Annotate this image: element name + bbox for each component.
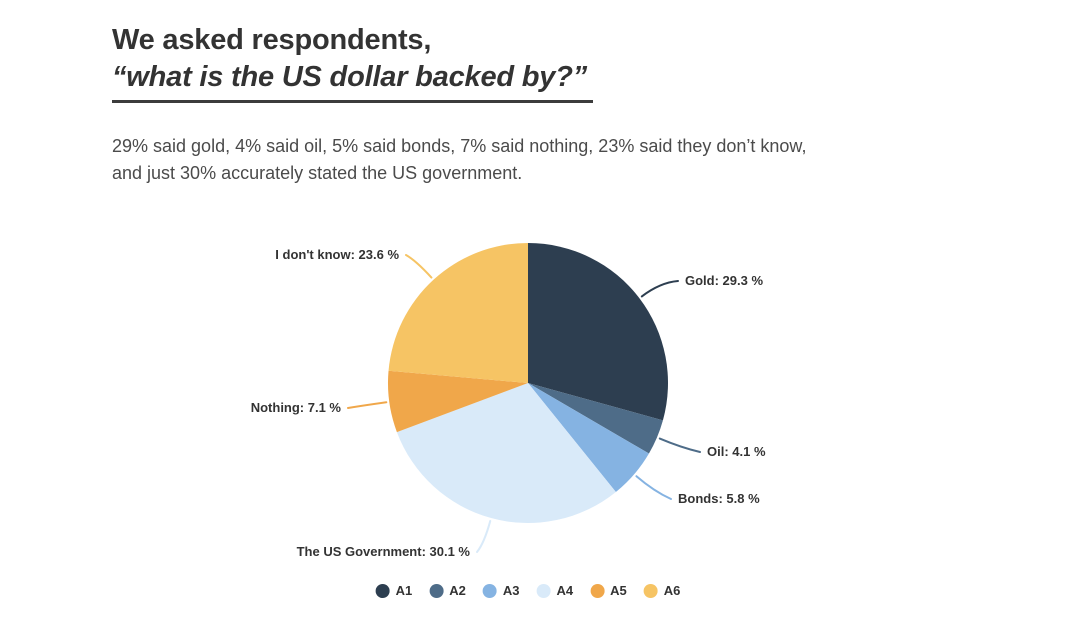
leader-line-a5	[347, 401, 388, 409]
leader-line-a2	[658, 437, 701, 453]
legend-item-a4: A4	[536, 583, 574, 598]
pie-label-i-dont-know: I don't know: 23.6 %	[275, 247, 399, 262]
chart-legend: A1 A2 A3 A4 A5 A6	[375, 583, 681, 598]
pie-label-nothing: Nothing: 7.1 %	[250, 400, 341, 415]
leader-line-a3	[635, 475, 672, 500]
legend-swatch-a6-icon	[643, 583, 658, 598]
leader-line-a6	[405, 254, 433, 279]
legend-swatch-a1-icon	[375, 583, 390, 598]
legend-item-a6: A6	[643, 583, 681, 598]
pie-label-us-government: The US Government: 30.1 %	[296, 544, 470, 559]
legend-label-a6: A6	[663, 583, 681, 598]
legend-swatch-a2-icon	[429, 583, 444, 598]
legend-item-a2: A2	[429, 583, 466, 598]
legend-swatch-a5-icon	[590, 583, 605, 598]
legend-label-a2: A2	[449, 583, 466, 598]
legend-label-a3: A3	[502, 583, 520, 598]
pie-slice-a2	[528, 383, 663, 454]
legend-label-a1: A1	[395, 583, 413, 598]
legend-label-a5: A5	[610, 583, 627, 598]
page-title-question: “what is the US dollar backed by?”	[112, 59, 594, 103]
pie-slice-a6	[388, 243, 528, 383]
pie-slice-a4	[396, 383, 616, 523]
leader-line-a4	[476, 519, 492, 553]
pie-slice-a5	[387, 370, 528, 433]
pie-label-bonds: Bonds: 5.8 %	[678, 491, 760, 506]
leader-line-a1	[640, 280, 679, 298]
pie-label-gold: Gold: 29.3 %	[685, 273, 764, 288]
legend-label-a4: A4	[556, 583, 574, 598]
page-title: We asked respondents, “what is the US do…	[112, 22, 594, 103]
pie-slice-a3	[528, 383, 649, 492]
legend-item-a1: A1	[375, 583, 413, 598]
page-title-line1: We asked respondents,	[112, 24, 432, 56]
legend-swatch-a4-icon	[536, 583, 551, 598]
pie-label-oil: Oil: 4.1 %	[707, 444, 766, 459]
legend-item-a3: A3	[482, 583, 520, 598]
summary-text: 29% said gold, 4% said oil, 5% said bond…	[112, 136, 807, 183]
legend-item-a5: A5	[590, 583, 627, 598]
pie-slice-a1	[528, 243, 668, 421]
legend-swatch-a3-icon	[482, 583, 497, 598]
